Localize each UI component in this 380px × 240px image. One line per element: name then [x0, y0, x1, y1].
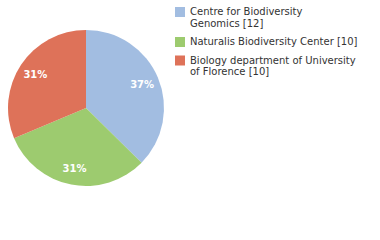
- pie-slice: [8, 30, 86, 138]
- legend-swatch: [175, 37, 185, 47]
- data-label: 31%: [63, 163, 87, 174]
- legend-swatch: [175, 56, 185, 66]
- data-label: 31%: [23, 69, 47, 80]
- slices: [8, 30, 164, 186]
- data-label: 37%: [130, 79, 154, 90]
- legend: Centre for BiodiversityGenomics [12] Natu…: [175, 6, 358, 77]
- legend-label: Naturalis Biodiversity Center [10]: [190, 36, 358, 47]
- data-labels: 37% 31% 31%: [23, 69, 154, 173]
- legend-swatch: [175, 7, 185, 17]
- chart: 37% 31% 31% Centre for BiodiversityGenomics…: [0, 0, 380, 240]
- legend-label: Biology department of Universityof Flore…: [190, 55, 356, 78]
- legend-label: Centre for BiodiversityGenomics [12]: [190, 6, 303, 29]
